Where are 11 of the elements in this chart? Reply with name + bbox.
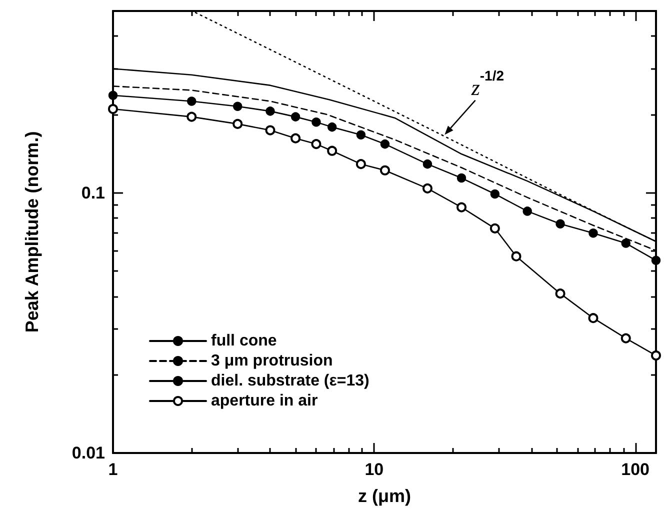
x-tick-label: 1 [108,460,118,479]
legend-label: full cone [211,332,277,350]
x-axis-title: z (μm) [358,486,412,506]
legend-label: diel. substrate (ε=13) [211,372,370,390]
x-tick-label: 100 [621,460,650,479]
y-tick-label: 0.01 [72,444,105,462]
legend-label: aperture in air [211,392,318,410]
legend-label: 3 μm protrusion [211,352,333,370]
y-axis-title: Peak Amplitude (norm.) [22,131,42,333]
y-tick-label: 0.1 [81,183,105,202]
x-tick-label: 10 [364,460,384,479]
